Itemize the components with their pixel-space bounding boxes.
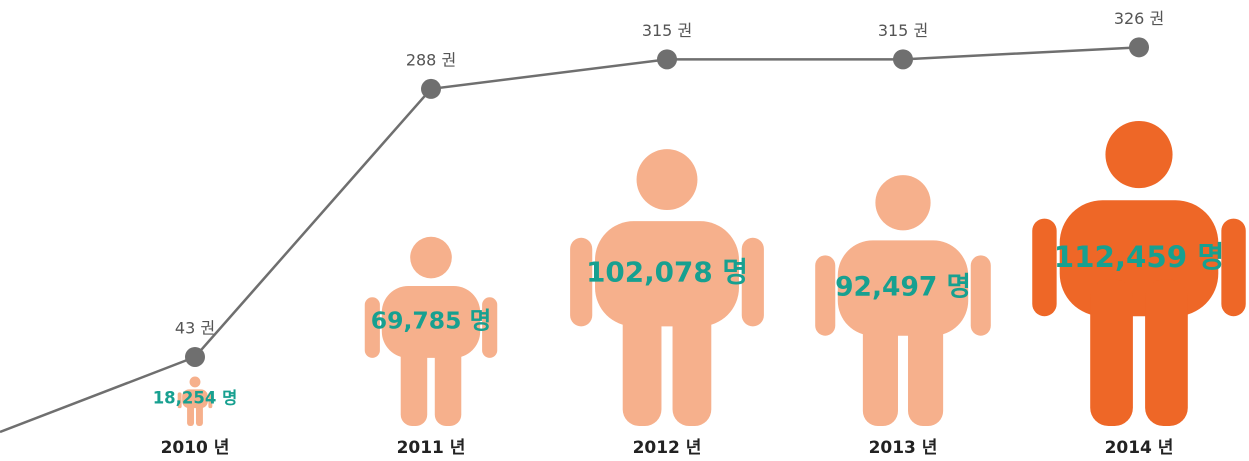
- figure-leg: [908, 305, 944, 426]
- figure-head: [189, 376, 201, 388]
- figure-leg: [195, 402, 203, 426]
- person-figure: [177, 376, 213, 426]
- person-figure: [815, 175, 991, 426]
- figure-leg: [400, 335, 428, 426]
- value-label: 315 권: [642, 21, 692, 40]
- value-label: 102,078 명: [586, 256, 748, 289]
- value-label: 288 권: [406, 50, 456, 69]
- point: [421, 78, 441, 99]
- point: [893, 49, 913, 70]
- figure-head: [875, 175, 931, 231]
- person-figure: [570, 149, 764, 426]
- figure-head: [410, 236, 452, 279]
- figure-arm: [741, 237, 764, 327]
- figure-arm: [1221, 218, 1246, 317]
- figure-head: [1105, 121, 1173, 189]
- figure-leg: [862, 305, 898, 426]
- figure-arm: [177, 392, 182, 409]
- figure-arm: [1032, 218, 1057, 317]
- x-tick-label: 2011 년: [397, 438, 466, 458]
- figure-arm: [815, 255, 836, 336]
- figure-arm: [570, 237, 593, 327]
- figure-leg: [622, 293, 662, 426]
- value-label: 69,785 명: [371, 306, 492, 334]
- point: [1129, 37, 1149, 58]
- person-figure: [1032, 121, 1246, 426]
- figure-leg: [1090, 279, 1133, 426]
- figure-arm: [970, 255, 991, 336]
- x-tick-label: 2013 년: [869, 438, 938, 458]
- person-figure: [364, 236, 498, 426]
- value-label: 326 권: [1114, 9, 1164, 28]
- figure-leg: [672, 293, 712, 426]
- figure-leg: [434, 335, 462, 426]
- figure-arm: [482, 297, 498, 358]
- figure-arm: [364, 297, 380, 358]
- figure-head: [636, 149, 698, 211]
- figure-leg: [187, 402, 195, 426]
- x-tick-label: 2014 년: [1105, 438, 1174, 458]
- figure-arm: [208, 392, 213, 409]
- value-label: 43 권: [175, 318, 215, 337]
- line-lead-in: [0, 355, 196, 434]
- value-label: 18,254 명: [153, 388, 238, 407]
- x-tick-label: 2010 년: [161, 438, 230, 458]
- value-label: 112,459 명: [1054, 240, 1225, 274]
- x-tick-label: 2012 년: [633, 438, 702, 458]
- value-label: 92,497 명: [835, 272, 971, 303]
- figure-leg: [1145, 279, 1188, 426]
- point: [185, 346, 205, 367]
- point: [657, 49, 677, 70]
- value-label: 315 권: [878, 21, 928, 40]
